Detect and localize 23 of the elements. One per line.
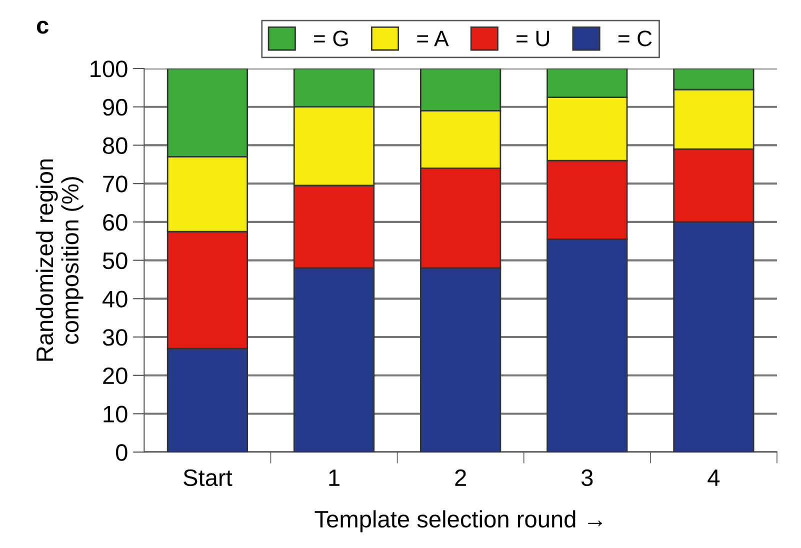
y-tick-label: 90 — [103, 98, 128, 116]
legend-label: = U — [516, 30, 550, 46]
y-tick-label: 70 — [103, 176, 128, 192]
y-tick-label: 60 — [103, 214, 128, 231]
y-tick-label: 50 — [102, 252, 128, 270]
x-tick-label: 1 — [329, 470, 340, 486]
x-tick-label: 3 — [581, 469, 593, 486]
legend-label: = G — [314, 30, 348, 46]
y-axis-title: Randomized region composition (%) — [36, 159, 84, 361]
legend-label: = A — [417, 30, 449, 46]
text: c — [36, 20, 48, 34]
y-tick-label: 100 — [90, 60, 128, 78]
y-tick-label: 30 — [102, 329, 128, 346]
y-tick-label: 0 — [116, 444, 128, 461]
y-tick-label: 20 — [103, 367, 128, 384]
x-tick-label: 2 — [455, 469, 466, 486]
y-tick-label: 10 — [104, 406, 128, 423]
y-tick-label: 40 — [102, 290, 128, 308]
x-tick-label: 4 — [708, 470, 720, 486]
legend-label: = C — [618, 30, 652, 46]
x-tick-label: Start — [184, 469, 232, 486]
x-axis-title: Template selection round → — [314, 510, 602, 532]
y-tick-label: 80 — [102, 137, 128, 154]
